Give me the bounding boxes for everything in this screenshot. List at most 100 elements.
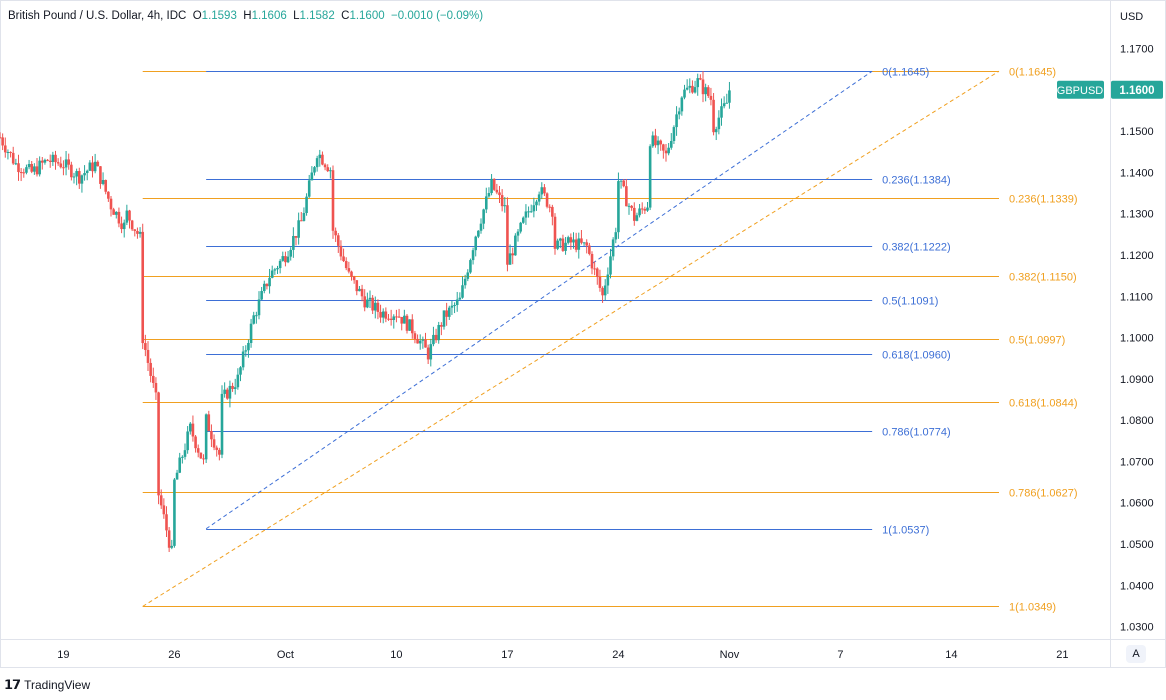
candle-body	[46, 159, 49, 161]
candle-body	[529, 211, 533, 213]
fib-trend-line-blue	[205, 70, 873, 530]
x-tick-label: Nov	[720, 649, 740, 661]
y-tick-label: 1.1200	[1120, 250, 1154, 262]
candle-body	[141, 231, 145, 344]
candle-body	[284, 256, 287, 263]
candle-body	[614, 232, 618, 240]
y-tick-label: 1.1300	[1120, 209, 1154, 221]
candle-body	[347, 268, 351, 272]
high-label: H	[243, 10, 252, 22]
candle-body	[154, 382, 158, 393]
candle-body	[725, 102, 729, 104]
candle-body	[233, 387, 237, 389]
candle-body	[553, 216, 557, 249]
fib-level-label-orange: 0(1.1645)	[1009, 67, 1056, 79]
candle-body	[225, 389, 229, 399]
candle-body	[19, 172, 23, 174]
candle-body	[691, 85, 694, 93]
candle-body	[0, 137, 2, 139]
candle-body	[638, 208, 641, 216]
fib-level-label-blue: 0.382(1.1222)	[882, 242, 951, 254]
currency-label: USD	[1120, 11, 1143, 23]
candle-body	[130, 220, 134, 230]
candle-body	[495, 189, 499, 193]
candle-body	[212, 439, 216, 448]
candle-body	[632, 207, 636, 221]
candle-body	[371, 297, 374, 311]
candle-body	[469, 260, 472, 273]
candle-body	[477, 230, 480, 237]
candle-body	[56, 162, 60, 164]
candle-body	[215, 447, 219, 450]
candle-body	[463, 278, 467, 286]
candle-body	[532, 205, 536, 212]
candle-body	[72, 176, 76, 178]
candle-body	[270, 270, 274, 278]
candle-body	[590, 253, 594, 269]
candle-body	[93, 161, 97, 172]
candle-body	[722, 103, 726, 107]
candle-body	[630, 205, 633, 208]
candle-body	[437, 325, 441, 341]
x-tick-label: 14	[945, 649, 957, 661]
candle-body	[646, 207, 649, 211]
candle-body	[292, 235, 295, 250]
candle-body	[429, 344, 433, 360]
candle-body	[728, 90, 731, 103]
x-tick-label: 19	[57, 649, 69, 661]
candle-body	[696, 78, 700, 88]
candle-body	[133, 229, 137, 231]
candle-body	[342, 256, 345, 262]
candle-body	[262, 283, 266, 292]
candle-body	[181, 456, 184, 458]
candle-body	[352, 276, 356, 281]
last-price-label: 1.1600	[1119, 85, 1154, 97]
y-tick-label: 1.1500	[1120, 126, 1154, 138]
candle-body	[514, 235, 517, 256]
candle-body	[685, 87, 689, 90]
candle-body	[146, 349, 150, 363]
fib-level-label-blue: 0(1.1645)	[882, 67, 929, 79]
candle-body	[582, 242, 586, 244]
candle-body	[268, 277, 271, 287]
candle-body	[136, 230, 139, 234]
candle-body	[9, 152, 12, 154]
candle-body	[220, 393, 224, 455]
candle-body	[112, 209, 115, 215]
candle-body	[373, 302, 377, 311]
fib-level-label-orange: 0.236(1.1339)	[1009, 194, 1078, 206]
candle-body	[490, 178, 493, 194]
fib-level-label-blue: 0.5(1.1091)	[882, 296, 938, 308]
candle-body	[432, 334, 435, 345]
x-tick-label: 21	[1056, 649, 1068, 661]
candle-body	[83, 173, 86, 176]
candle-body	[99, 166, 102, 184]
fib-level-label-blue: 0.618(1.0960)	[882, 350, 951, 362]
candle-body	[236, 374, 240, 388]
last-price-badge	[1111, 80, 1163, 99]
candle-body	[474, 236, 478, 251]
candle-body	[699, 78, 702, 80]
candle-body	[601, 287, 604, 296]
candle-body	[360, 288, 364, 297]
candle-body	[704, 87, 707, 95]
candle-body	[712, 99, 715, 133]
auto-scale-button[interactable]: A	[1126, 645, 1146, 663]
candle-body	[85, 170, 89, 174]
candle-body	[299, 220, 303, 222]
candle-body	[278, 260, 282, 269]
candle-body	[310, 172, 314, 181]
candle-body	[170, 545, 174, 548]
fib-level-label-blue: 0.236(1.1384)	[882, 175, 951, 187]
candle-body	[27, 163, 31, 168]
candle-body	[326, 167, 330, 172]
candle-body	[519, 222, 522, 232]
chart-header: British Pound / U.S. Dollar, 4h, IDC O1.…	[8, 10, 483, 22]
candle-body	[297, 220, 300, 238]
candle-body	[188, 423, 192, 432]
candle-body	[355, 280, 359, 292]
candle-body	[566, 237, 570, 243]
candle-body	[313, 167, 316, 173]
candle-body	[11, 152, 15, 164]
